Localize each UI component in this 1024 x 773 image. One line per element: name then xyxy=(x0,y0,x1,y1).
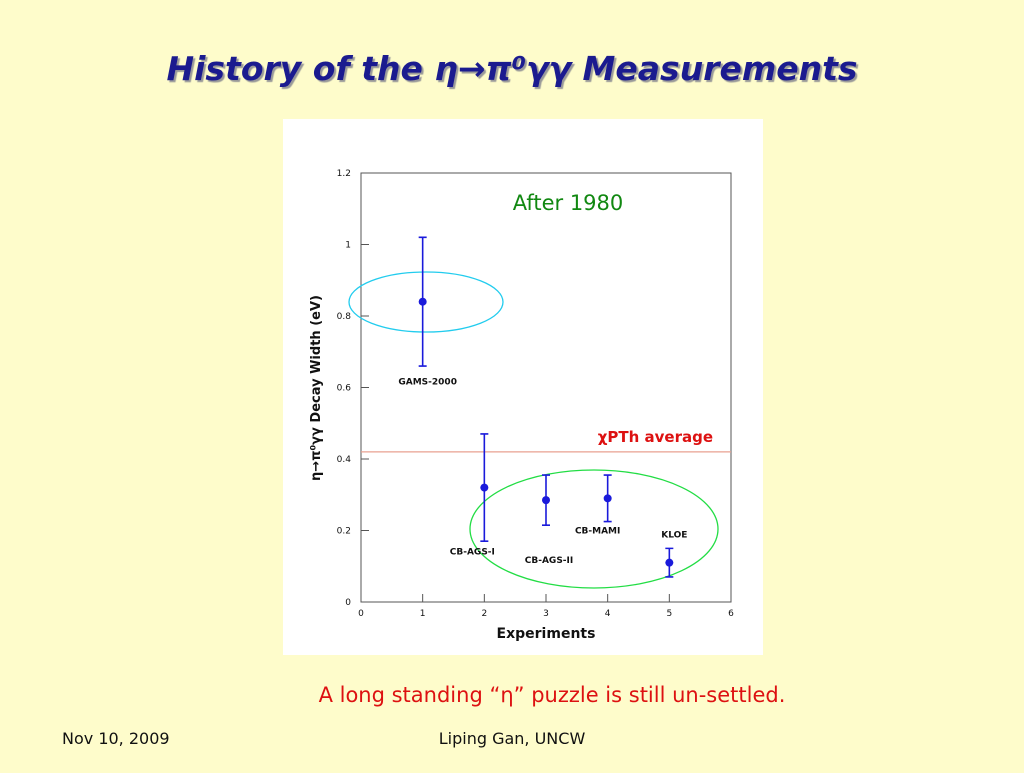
data-point xyxy=(480,483,489,492)
highlight-ellipse xyxy=(469,469,719,589)
x-tick-label: 6 xyxy=(728,609,734,619)
x-tick-label: 4 xyxy=(605,609,611,619)
y-tick-label: 1 xyxy=(345,241,351,251)
data-point xyxy=(603,494,612,503)
point-label: CB-AGS-I xyxy=(450,548,495,558)
data-point xyxy=(542,496,550,505)
x-tick-label: 5 xyxy=(666,609,672,619)
point-label: GAMS-2000 xyxy=(398,378,457,388)
x-tick-label: 0 xyxy=(358,609,364,619)
x-tick-label: 1 xyxy=(420,609,426,619)
y-tick-label: 1.2 xyxy=(337,169,351,179)
y-tick-label: 0 xyxy=(345,598,351,608)
x-tick-label: 2 xyxy=(481,609,487,619)
x-tick-label: 3 xyxy=(543,609,549,619)
annotation: After 1980 xyxy=(513,191,624,215)
data-point xyxy=(665,558,674,567)
y-axis-label: η→π⁰γγ Decay Width (eV) xyxy=(309,295,324,481)
data-point xyxy=(418,297,427,306)
point-label: KLOE xyxy=(661,531,687,541)
point-label: CB-AGS-II xyxy=(525,556,573,566)
y-tick-label: 0.8 xyxy=(337,312,352,322)
reference-label: χPTh average xyxy=(598,428,713,446)
footer-date: Nov 10, 2009 xyxy=(62,729,170,748)
footer-author: Liping Gan, UNCW xyxy=(439,729,586,748)
point-label: CB-MAMI xyxy=(575,526,620,536)
y-tick-label: 0.4 xyxy=(337,455,352,465)
remark: A long standing “η” puzzle is still un-s… xyxy=(319,683,786,707)
y-tick-label: 0.6 xyxy=(337,384,352,394)
y-tick-label: 0.2 xyxy=(337,527,351,537)
slide-title: History of the η→π⁰γγ Measurements xyxy=(166,49,857,88)
x-axis-label: Experiments xyxy=(497,626,596,642)
highlight-ellipse xyxy=(348,271,504,333)
